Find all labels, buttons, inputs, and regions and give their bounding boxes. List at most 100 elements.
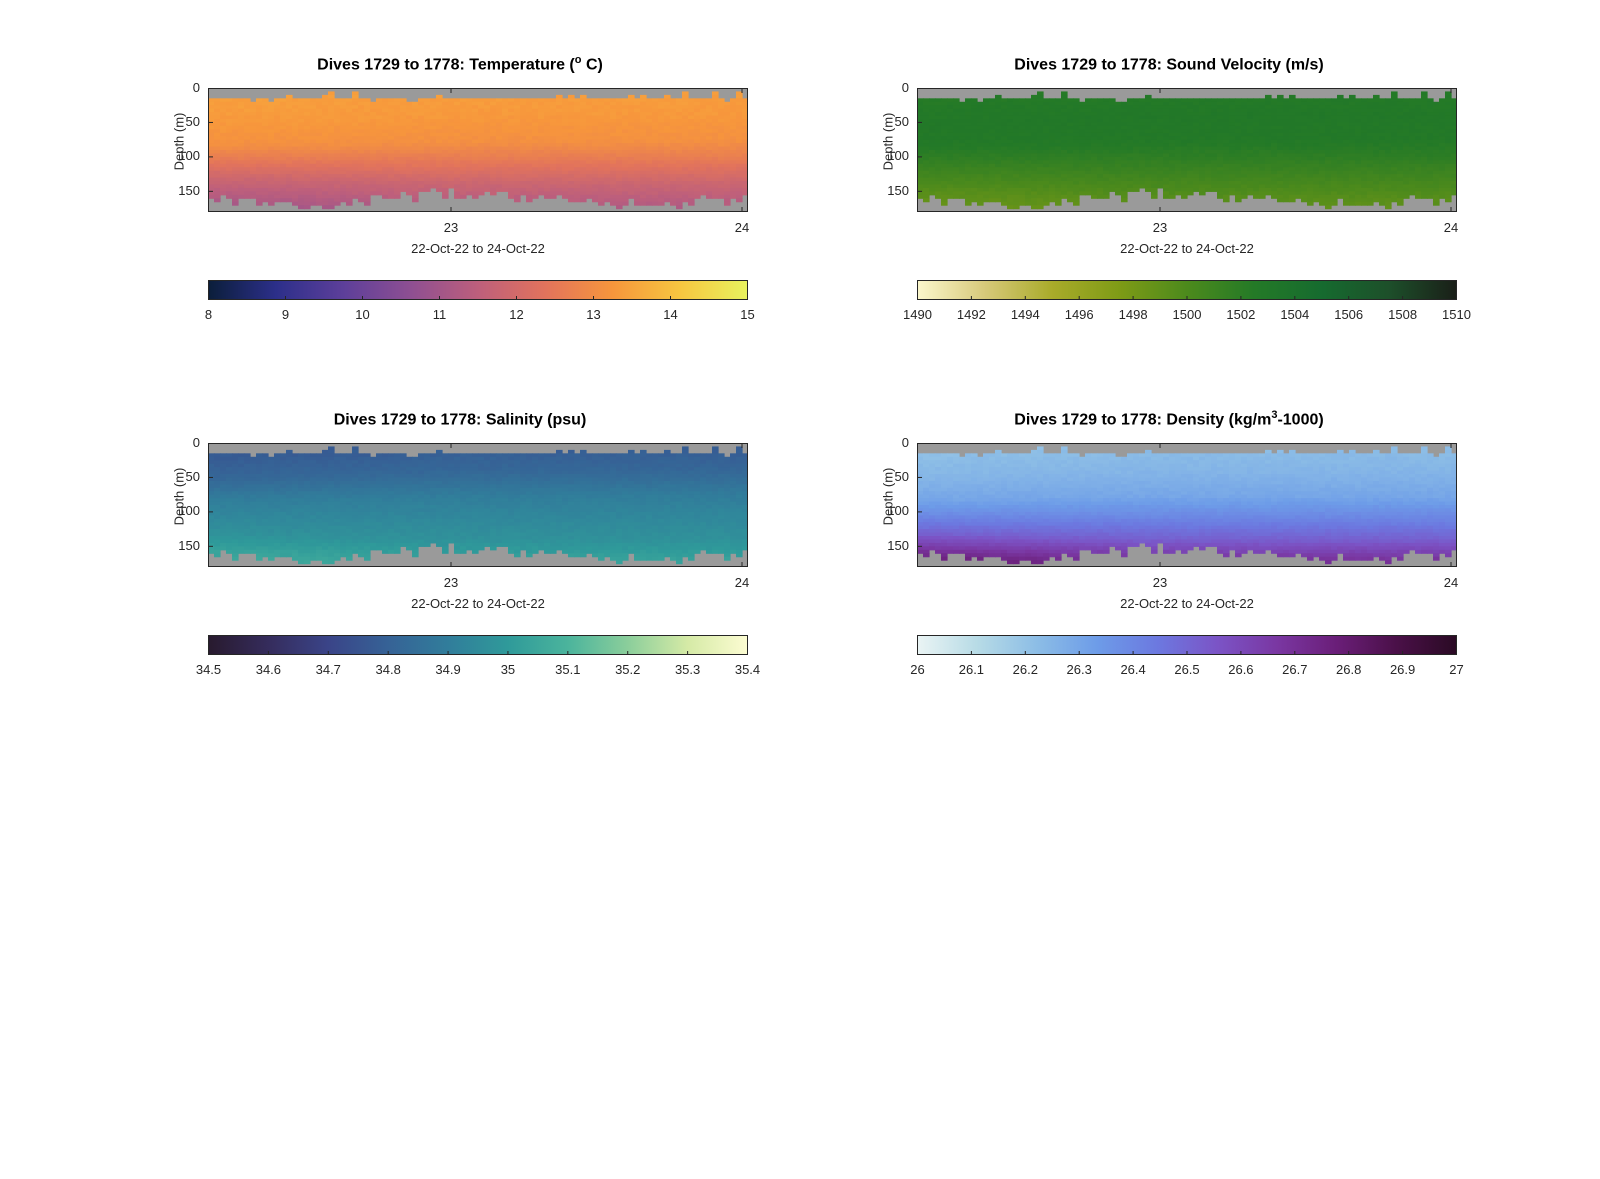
- heatmap-cell: [226, 174, 233, 179]
- heatmap-cell: [1007, 139, 1014, 144]
- heatmap-cell: [286, 143, 293, 148]
- heatmap-cell: [442, 101, 449, 106]
- heatmap-cell: [550, 156, 557, 161]
- heatmap-cell: [238, 156, 245, 161]
- heatmap-cell: [268, 177, 275, 182]
- heatmap-cell: [730, 129, 737, 134]
- heatmap-cell: [682, 167, 689, 172]
- heatmap-cell: [1361, 156, 1368, 161]
- heatmap-cell: [214, 108, 221, 113]
- heatmap-cell: [1181, 132, 1188, 137]
- heatmap-cell: [292, 136, 299, 141]
- heatmap-cell: [460, 194, 467, 199]
- heatmap-cell: [532, 146, 539, 151]
- heatmap-cell: [220, 191, 227, 196]
- heatmap-cell: [232, 160, 239, 165]
- heatmap-cell: [700, 115, 707, 120]
- heatmap-cell: [1223, 139, 1230, 144]
- heatmap-cell: [1049, 160, 1056, 165]
- heatmap-cell: [1061, 150, 1068, 155]
- heatmap-cell: [718, 143, 725, 148]
- heatmap-cell: [298, 205, 305, 210]
- heatmap-cell: [544, 191, 551, 196]
- heatmap-cell: [592, 150, 599, 155]
- heatmap-cell: [1127, 167, 1134, 172]
- heatmap-cell: [1145, 184, 1152, 189]
- heatmap-cell: [376, 146, 383, 151]
- heatmap-cell: [514, 177, 521, 182]
- heatmap-cell: [532, 132, 539, 137]
- heatmap-cell: [628, 156, 635, 161]
- heatmap-cell: [334, 115, 341, 120]
- heatmap-cell: [1007, 101, 1014, 106]
- heatmap-cell: [628, 191, 635, 196]
- heatmap-cell: [562, 112, 569, 117]
- heatmap-cell: [1145, 163, 1152, 168]
- heatmap-cell: [514, 187, 521, 192]
- heatmap-cell: [1331, 105, 1338, 110]
- heatmap-cell: [1139, 108, 1146, 113]
- heatmap-cell: [1373, 98, 1380, 103]
- heatmap-cell: [376, 163, 383, 168]
- heatmap-cell: [226, 191, 233, 196]
- heatmap-cell: [388, 160, 395, 165]
- heatmap-cell: [947, 122, 954, 127]
- heatmap-cell: [628, 187, 635, 192]
- heatmap-cell: [1193, 160, 1200, 165]
- heatmap-cell: [1109, 181, 1116, 186]
- heatmap-cell: [580, 156, 587, 161]
- heatmap-cell: [1247, 119, 1254, 124]
- heatmap-cell: [917, 101, 924, 106]
- heatmap-cell: [634, 167, 641, 172]
- heatmap-cell: [454, 163, 461, 168]
- heatmap-cell: [1019, 122, 1026, 127]
- heatmap-cell: [700, 98, 707, 103]
- heatmap-cell: [1133, 167, 1140, 172]
- heatmap-cell: [436, 94, 443, 99]
- heatmap-cell: [1139, 146, 1146, 151]
- heatmap-cell: [1133, 160, 1140, 165]
- heatmap-cell: [1133, 115, 1140, 120]
- heatmap-cell: [634, 143, 641, 148]
- heatmap-cell: [1175, 136, 1182, 141]
- heatmap-cell: [1163, 184, 1170, 189]
- heatmap-cell: [316, 98, 323, 103]
- heatmap-cell: [1331, 136, 1338, 141]
- heatmap-cell: [1187, 101, 1194, 106]
- heatmap-cell: [622, 98, 629, 103]
- heatmap-cell: [268, 170, 275, 175]
- heatmap-cell: [1097, 146, 1104, 151]
- heatmap-cell: [568, 119, 575, 124]
- heatmap-cell: [226, 160, 233, 165]
- heatmap-cell: [388, 143, 395, 148]
- heatmap-cell: [370, 143, 377, 148]
- heatmap-cell: [1169, 187, 1176, 192]
- heatmap-cell: [400, 146, 407, 151]
- heatmap-cell: [1295, 191, 1302, 196]
- heatmap-cell: [1133, 163, 1140, 168]
- heatmap-cell: [1373, 198, 1380, 203]
- heatmap-cell: [448, 146, 455, 151]
- heatmap-cell: [382, 177, 389, 182]
- heatmap-cell: [598, 136, 605, 141]
- heatmap-cell: [700, 184, 707, 189]
- heatmap-cell: [568, 181, 575, 186]
- heatmap-cell: [616, 201, 623, 206]
- heatmap-cell: [1061, 191, 1068, 196]
- heatmap-cell: [1193, 112, 1200, 117]
- heatmap-cell: [640, 150, 647, 155]
- heatmap-cell: [400, 105, 407, 110]
- heatmap-cell: [1043, 201, 1050, 206]
- heatmap-cell: [959, 177, 966, 182]
- heatmap-cell: [1349, 125, 1356, 130]
- heatmap-cell: [670, 160, 677, 165]
- heatmap-cell: [1205, 153, 1212, 158]
- heatmap-cell: [1265, 105, 1272, 110]
- heatmap-cell: [1229, 156, 1236, 161]
- heatmap-cell: [256, 198, 263, 203]
- heatmap-cell: [1043, 184, 1050, 189]
- heatmap-cell: [1337, 177, 1344, 182]
- heatmap-cell: [676, 156, 683, 161]
- heatmap-cell: [616, 167, 623, 172]
- heatmap-cell: [1157, 153, 1164, 158]
